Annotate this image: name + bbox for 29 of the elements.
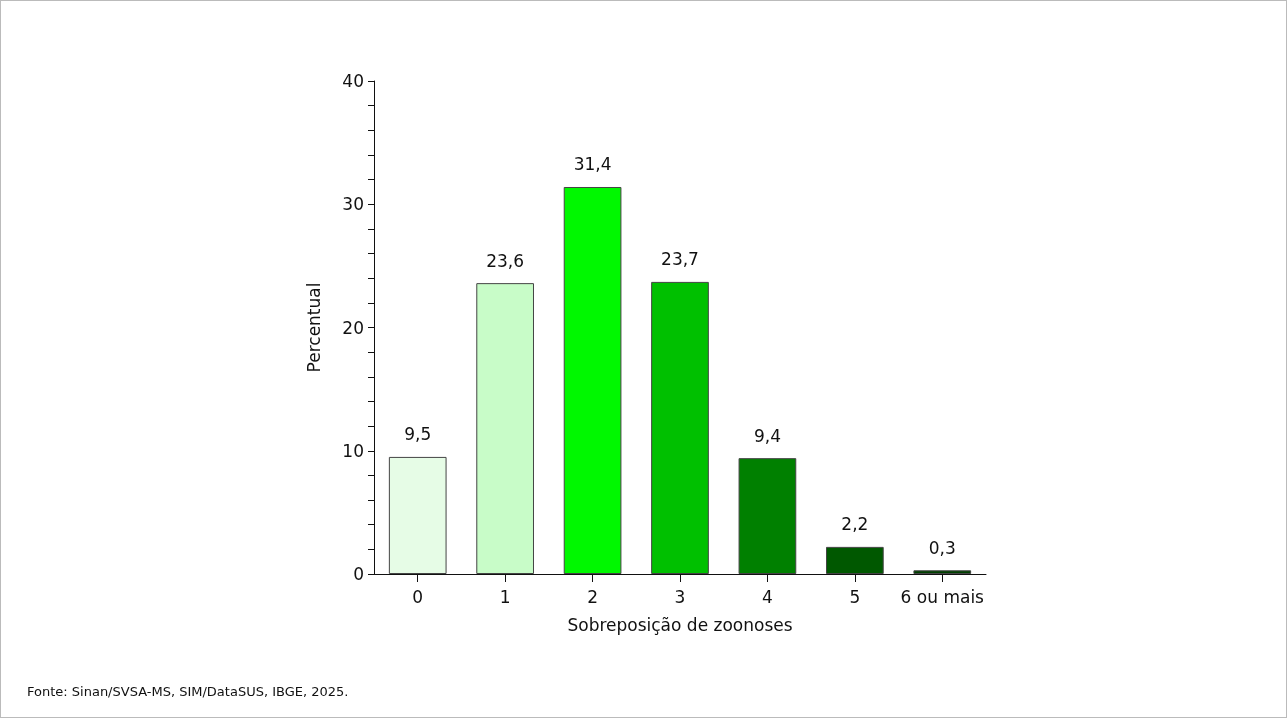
y-tick-label: 0 (353, 564, 364, 584)
data-label: 9,5 (404, 424, 432, 445)
x-axis-title: Sobreposição de zoonoses (567, 614, 793, 635)
source-note: Fonte: Sinan/SVSA-MS, SIM/DataSUS, IBGE, 2025. (27, 684, 349, 699)
x-tick-label: 1 (499, 586, 511, 607)
bar (563, 187, 622, 574)
x-tick-label: 2 (587, 586, 598, 607)
bar (826, 546, 884, 574)
y-axis-title: Percentual (303, 282, 324, 373)
x-tick-label: 5 (849, 586, 861, 607)
x-tick-label: 3 (674, 586, 686, 607)
x-tick-label: 4 (762, 586, 773, 607)
y-tick-label: 20 (342, 317, 364, 338)
data-label: 23,6 (486, 250, 525, 271)
y-tick-label: 10 (342, 440, 364, 461)
x-tick-label: 0 (412, 586, 424, 607)
bar (913, 570, 972, 574)
data-label: 0,3 (928, 537, 956, 558)
data-label: 23,7 (661, 249, 699, 270)
y-tick-label: 40 (342, 71, 364, 91)
data-label: 2,2 (841, 514, 869, 535)
x-tick-label: 6 ou mais (900, 586, 985, 607)
bar (476, 283, 534, 574)
bar (651, 281, 709, 574)
bar (738, 458, 797, 574)
data-label: 9,4 (753, 425, 781, 446)
data-label: 31,4 (573, 154, 612, 175)
bar (388, 456, 447, 574)
y-tick-label: 30 (342, 194, 364, 215)
